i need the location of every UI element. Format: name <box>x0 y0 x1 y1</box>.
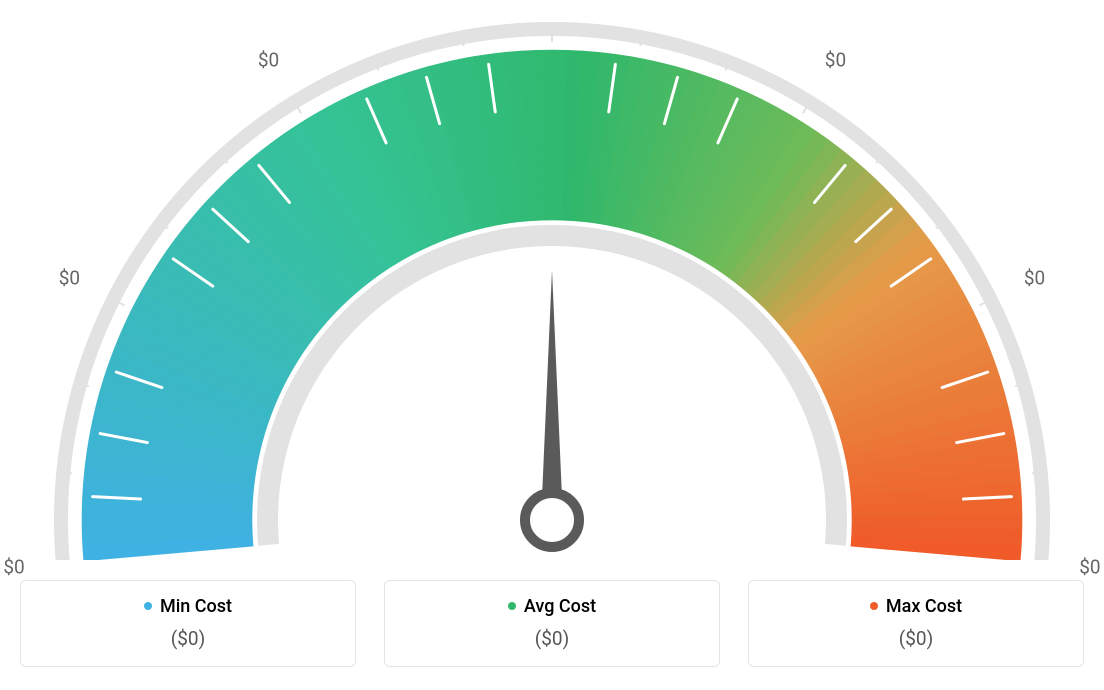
gauge-svg <box>20 20 1084 560</box>
gauge-tick-label: $0 <box>258 49 279 72</box>
legend-card-max: Max Cost ($0) <box>748 580 1084 667</box>
gauge-tick-label: $0 <box>1024 266 1045 289</box>
legend-card-avg: Avg Cost ($0) <box>384 580 720 667</box>
gauge-tick-label: $0 <box>3 556 24 579</box>
legend-dot-max <box>870 602 878 610</box>
legend-label-min: Min Cost <box>160 596 232 617</box>
legend-value-avg: ($0) <box>397 627 707 650</box>
legend-dot-avg <box>508 602 516 610</box>
legend-dot-min <box>144 602 152 610</box>
gauge-chart: $0$0$0$0$0$0$0 <box>20 20 1084 560</box>
gauge-tick-label: $0 <box>59 266 80 289</box>
legend-value-max: ($0) <box>761 627 1071 650</box>
legend-label-max: Max Cost <box>886 596 962 617</box>
legend-value-min: ($0) <box>33 627 343 650</box>
legend-row: Min Cost ($0) Avg Cost ($0) Max Cost ($0… <box>20 580 1084 667</box>
legend-label-avg: Avg Cost <box>524 596 596 617</box>
legend-card-min: Min Cost ($0) <box>20 580 356 667</box>
gauge-tick-label: $0 <box>825 49 846 72</box>
gauge-tick-label: $0 <box>1079 556 1100 579</box>
